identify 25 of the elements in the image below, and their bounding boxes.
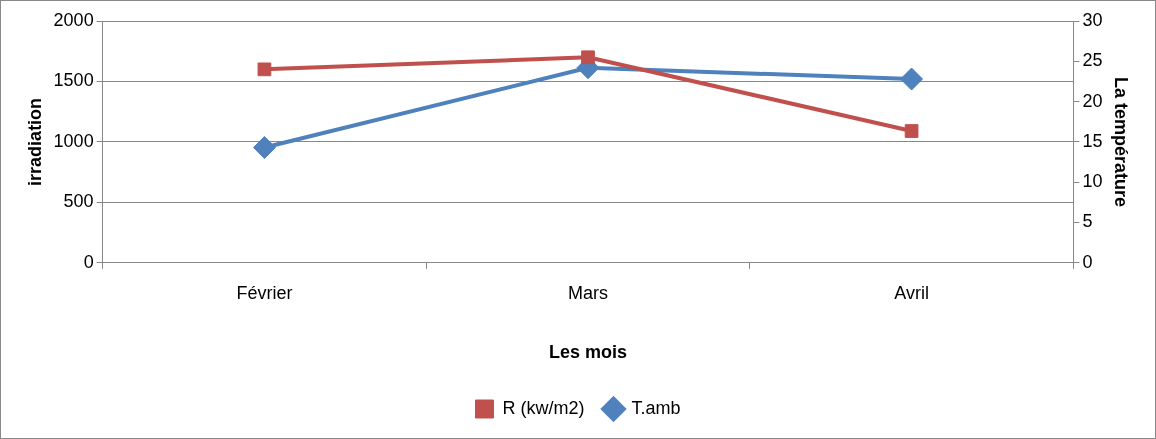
y2-tick-label: 30 (1082, 9, 1103, 30)
y-tick-label: 2000 (53, 9, 94, 30)
point (257, 62, 272, 77)
point (900, 67, 924, 91)
y2-tick-label: 10 (1082, 171, 1103, 192)
point (252, 136, 276, 160)
y-tick-label: 1000 (53, 130, 94, 151)
y-axis-title: irradiation (24, 97, 45, 186)
y2-axis-title: La température (1111, 76, 1132, 207)
y-tick-label: 1500 (53, 70, 94, 91)
y2-tick-label: 20 (1082, 90, 1103, 111)
y-tick-label: 0 (83, 251, 94, 272)
y2-tick-label: 15 (1082, 130, 1103, 151)
legend-label: R (kw/m2) (502, 397, 585, 418)
point (904, 124, 919, 138)
x-tick-label: Avril (894, 282, 929, 303)
point (581, 50, 595, 65)
y2-tick-label: 5 (1082, 211, 1093, 232)
y-tick-label: 500 (63, 191, 94, 212)
x-tick-label: Février (236, 282, 293, 303)
legend-label: T.amb (631, 397, 681, 418)
x-tick-label: Mars (568, 282, 609, 303)
y2-tick-label: 25 (1082, 50, 1103, 71)
x-axis-title: Les mois (549, 342, 628, 363)
y2-tick-label: 0 (1082, 251, 1093, 272)
